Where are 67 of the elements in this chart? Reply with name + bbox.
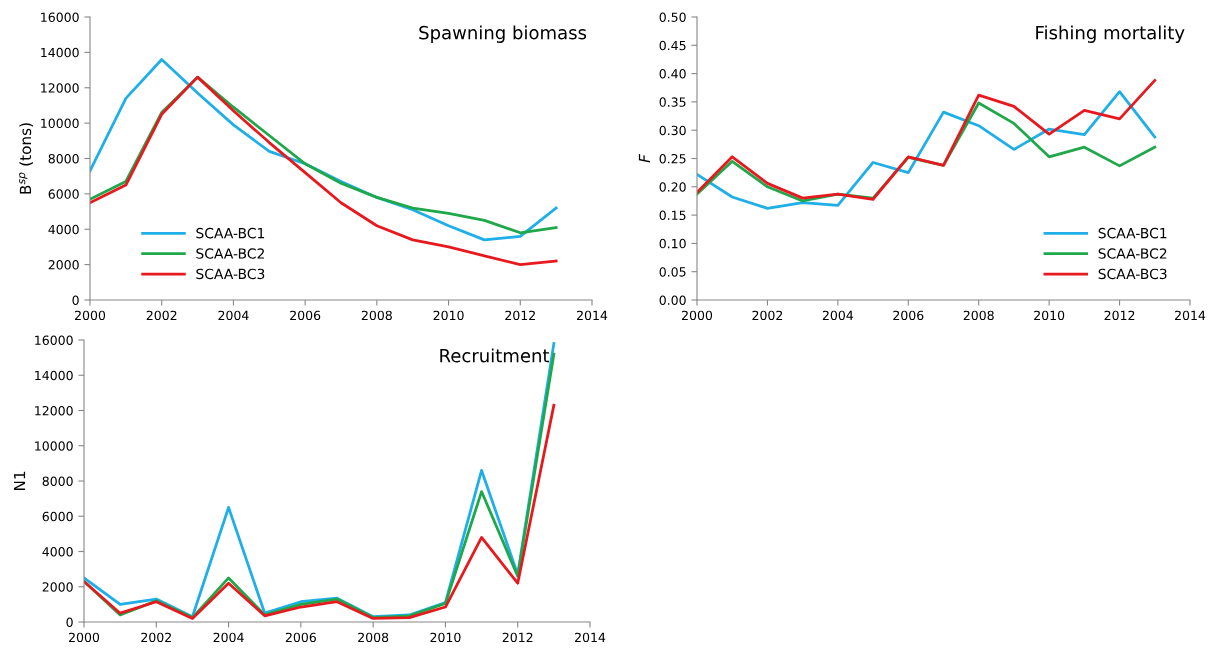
y-tick-label: 10000 [41,118,79,129]
y-tick-label: 14000 [41,47,79,58]
x-tick-label: 2014 [1175,310,1206,321]
y-tick-label: 16000 [41,12,79,22]
x-tick-label: 2014 [577,310,608,321]
x-tick-label: 2006 [290,310,321,321]
x-tick-label: 2002 [141,632,171,643]
y-tick-label: 0.00 [659,295,686,305]
line-series [697,79,1157,201]
x-tick-label: 2004 [213,632,244,643]
y-tick-label: 0.10 [659,238,686,249]
x-tick-label: 2004 [218,310,249,321]
y-tick-label: 16000 [35,335,73,345]
y-tick-label: 2000 [42,582,73,592]
x-tick-label: 2010 [1034,310,1065,321]
x-tick-label: 2008 [361,310,392,321]
y-axis-title: F [638,153,651,163]
y-tick-label: 2000 [48,260,79,270]
y-tick-label: 0.35 [659,97,686,107]
legend-label: SCAA-BC1 [196,227,265,239]
y-tick-label: 14000 [35,370,73,381]
x-tick-label: 2010 [433,310,464,321]
x-tick-label: 2002 [752,310,783,321]
y-tick-label: 8000 [42,476,73,486]
x-tick-label: 2008 [963,310,994,321]
x-tick-label: 2012 [505,310,535,321]
y-tick-label: 6000 [48,189,79,199]
y-tick-label: 0.45 [659,40,686,51]
line-series [90,75,558,267]
y-tick-label: 8000 [48,153,79,164]
y-tick-label: 0.20 [659,182,686,192]
legend-label: SCAA-BC3 [1098,268,1167,280]
y-tick-label: 12000 [41,83,79,93]
x-tick-label: 2000 [75,310,106,321]
x-tick-label: 2014 [575,632,606,643]
x-tick-label: 2002 [146,310,177,321]
y-tick-label: 0.50 [659,12,686,22]
x-tick-label: 2000 [682,310,713,321]
x-tick-label: 2006 [285,632,316,643]
y-tick-label: 0.40 [659,69,686,79]
y-tick-label: 0.05 [659,267,686,277]
y-tick-label: 6000 [42,511,73,522]
x-tick-label: 2008 [358,632,389,643]
y-tick-label: 0 [72,295,79,305]
y-axis-title: N1 [13,471,26,491]
y-tick-label: 4000 [42,546,73,557]
line-series [84,403,556,620]
y-tick-label: 4000 [48,224,79,235]
chart-title: Recruitment [440,348,550,363]
chart-title: Fishing mortality [1036,25,1185,43]
y-axis-title: B$^{sp}$ (tons) [19,123,34,194]
y-tick-label: 0.25 [659,153,686,164]
y-tick-label: 12000 [35,405,73,416]
chart-title: Spawning biomass [419,25,587,43]
legend-label: SCAA-BC1 [1098,227,1167,239]
x-tick-label: 2006 [893,310,924,321]
x-tick-label: 2004 [822,310,854,321]
x-tick-label: 2012 [1104,310,1135,321]
legend-label: SCAA-BC2 [196,248,264,259]
x-tick-label: 2012 [502,632,533,643]
y-tick-label: 0.30 [659,125,686,136]
y-tick-label: 0 [66,617,73,627]
y-tick-label: 10000 [35,441,73,451]
y-tick-label: 0.15 [659,210,686,221]
legend-label: SCAA-BC2 [1098,248,1167,259]
legend-label: SCAA-BC3 [196,268,265,280]
x-tick-label: 2010 [430,632,461,643]
